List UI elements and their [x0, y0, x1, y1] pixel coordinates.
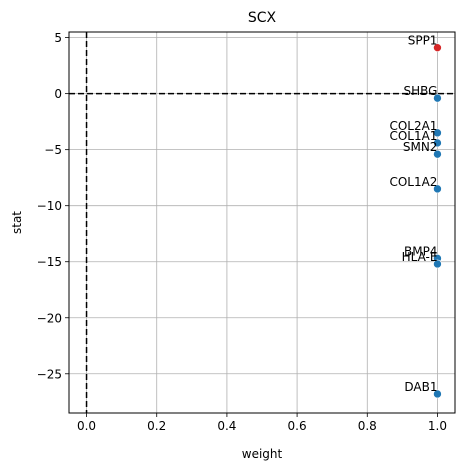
- y-axis-ticks: 5 0 −5 −10 −15 −20 −25: [37, 31, 69, 381]
- data-points: [433, 43, 442, 399]
- y-tick-label: −20: [37, 311, 62, 325]
- data-point: [433, 184, 442, 194]
- reference-lines: [69, 32, 455, 413]
- data-point: [433, 43, 442, 52]
- y-tick-label: −5: [44, 143, 62, 157]
- point-label: DAB1: [404, 380, 437, 394]
- y-tick-label: 0: [54, 87, 62, 101]
- x-tick-label: 0.0: [77, 419, 96, 433]
- point-label: BMP4: [404, 244, 437, 258]
- x-tick-label: 1.0: [428, 419, 447, 433]
- x-tick-label: 0.8: [358, 419, 377, 433]
- x-tick-label: 0.4: [217, 419, 236, 433]
- plot-frame: [68, 31, 456, 414]
- grid: [69, 32, 455, 413]
- y-tick-label: 5: [54, 31, 62, 45]
- data-point: [433, 93, 442, 103]
- x-axis-ticks: 0.0 0.2 0.4 0.6 0.8 1.0: [77, 413, 447, 433]
- x-axis-label: weight: [242, 447, 283, 461]
- y-axis-label: stat: [10, 211, 24, 234]
- point-label: SHBG: [403, 84, 437, 98]
- point-label: HLA-E: [402, 250, 438, 264]
- data-point: [433, 259, 442, 269]
- data-point: [433, 138, 442, 148]
- point-label: SPP1: [408, 34, 438, 48]
- x-tick-label: 0.2: [147, 419, 166, 433]
- y-tick-label: −15: [37, 255, 62, 269]
- data-point: [433, 389, 442, 399]
- data-point: [433, 128, 442, 138]
- point-label: COL2A1: [389, 119, 437, 133]
- y-tick-label: −25: [37, 367, 62, 381]
- x-tick-label: 0.6: [288, 419, 307, 433]
- point-label: COL1A1: [389, 129, 437, 143]
- y-tick-label: −10: [37, 199, 62, 213]
- point-label: SMN2: [403, 140, 438, 154]
- data-point: [433, 149, 442, 159]
- point-label: COL1A2: [389, 175, 437, 189]
- chart-title: SCX: [248, 10, 277, 26]
